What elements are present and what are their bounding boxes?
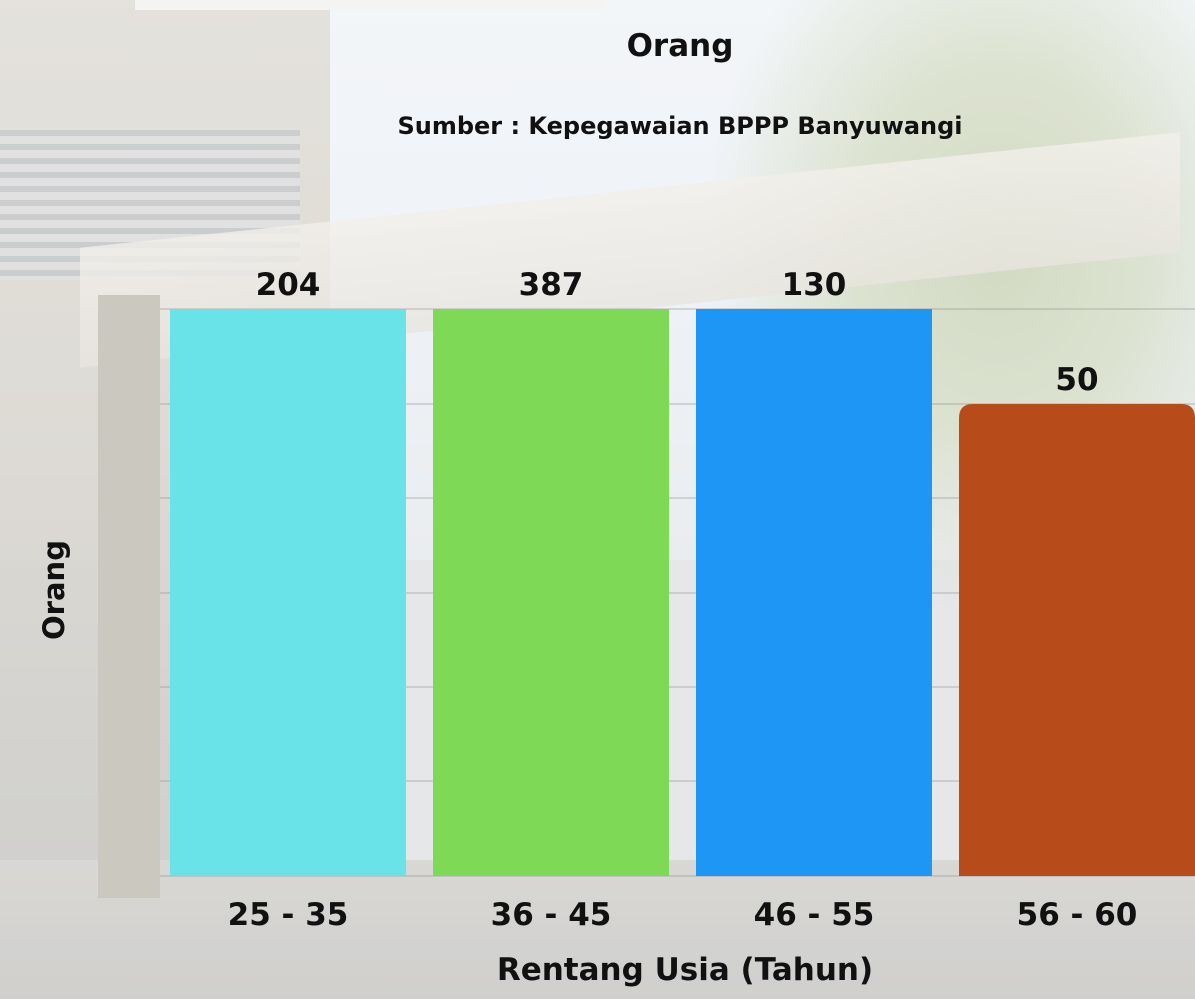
bar-value-label: 50 [1055, 362, 1098, 398]
x-tick-label: 36 - 45 [491, 897, 612, 933]
bar-25to35 [170, 309, 406, 876]
bar-value-label: 387 [519, 267, 584, 303]
y-axis-strip [98, 295, 160, 898]
x-axis-label: Rentang Usia (Tahun) [496, 952, 874, 988]
x-tick-label: 46 - 55 [754, 897, 875, 933]
bar-36to45 [433, 309, 669, 876]
bar-56to60 [959, 404, 1195, 876]
bar-46to55 [696, 309, 932, 876]
chart-title: Orang [626, 28, 734, 64]
background-ground [0, 860, 1195, 999]
x-tick-label: 25 - 35 [228, 897, 349, 933]
bar-value-label: 130 [782, 267, 847, 303]
top-panel [135, 0, 605, 10]
bar-value-label: 204 [256, 267, 321, 303]
chart-subtitle: Sumber : Kepegawaian BPPP Banyuwangi [397, 112, 963, 140]
x-tick-label: 56 - 60 [1017, 897, 1138, 933]
